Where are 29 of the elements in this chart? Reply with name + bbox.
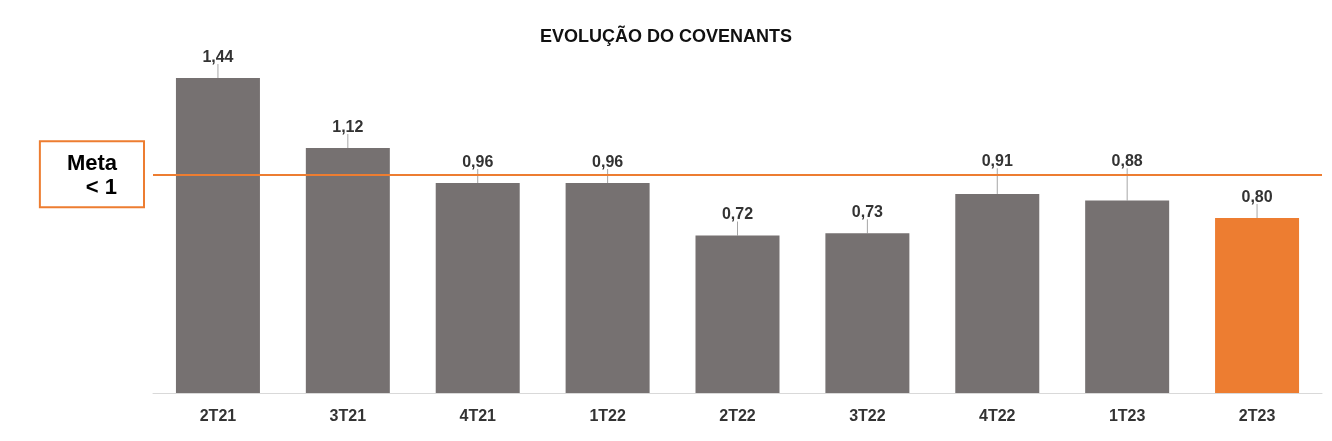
data-label: 0,96 — [592, 152, 624, 170]
data-label: 0,88 — [1111, 151, 1143, 169]
x-tick-label: 4T21 — [459, 406, 497, 424]
data-label: 0,80 — [1241, 187, 1273, 205]
data-label: 0,96 — [462, 152, 494, 170]
data-label: 0,72 — [721, 205, 754, 223]
bar — [175, 78, 260, 393]
ref-line-label: Meta < 1 — [66, 149, 118, 199]
bar — [1215, 218, 1300, 393]
x-tick-label: 1T22 — [589, 406, 626, 424]
x-tick-label: 2T22 — [719, 406, 756, 424]
bar — [695, 235, 780, 393]
x-tick-label: 3T22 — [849, 406, 886, 424]
data-label: 1,44 — [202, 47, 234, 65]
bar — [305, 148, 390, 393]
x-tick-label: 3T21 — [329, 406, 367, 424]
data-label: 0,73 — [851, 202, 884, 220]
bar — [565, 183, 650, 393]
chart-title: EVOLUÇÃO DO COVENANTS — [539, 25, 793, 46]
bar — [435, 183, 520, 393]
x-tick-label: 1T23 — [1108, 406, 1146, 424]
x-tick-label: 2T21 — [199, 406, 237, 424]
data-label: 0,91 — [981, 151, 1013, 169]
data-label: 1,12 — [332, 117, 364, 135]
x-tick-label: 4T22 — [979, 406, 1016, 424]
bar — [1085, 200, 1170, 393]
x-tick-label: 2T23 — [1238, 406, 1276, 424]
bar — [955, 193, 1040, 393]
bar — [825, 233, 910, 393]
